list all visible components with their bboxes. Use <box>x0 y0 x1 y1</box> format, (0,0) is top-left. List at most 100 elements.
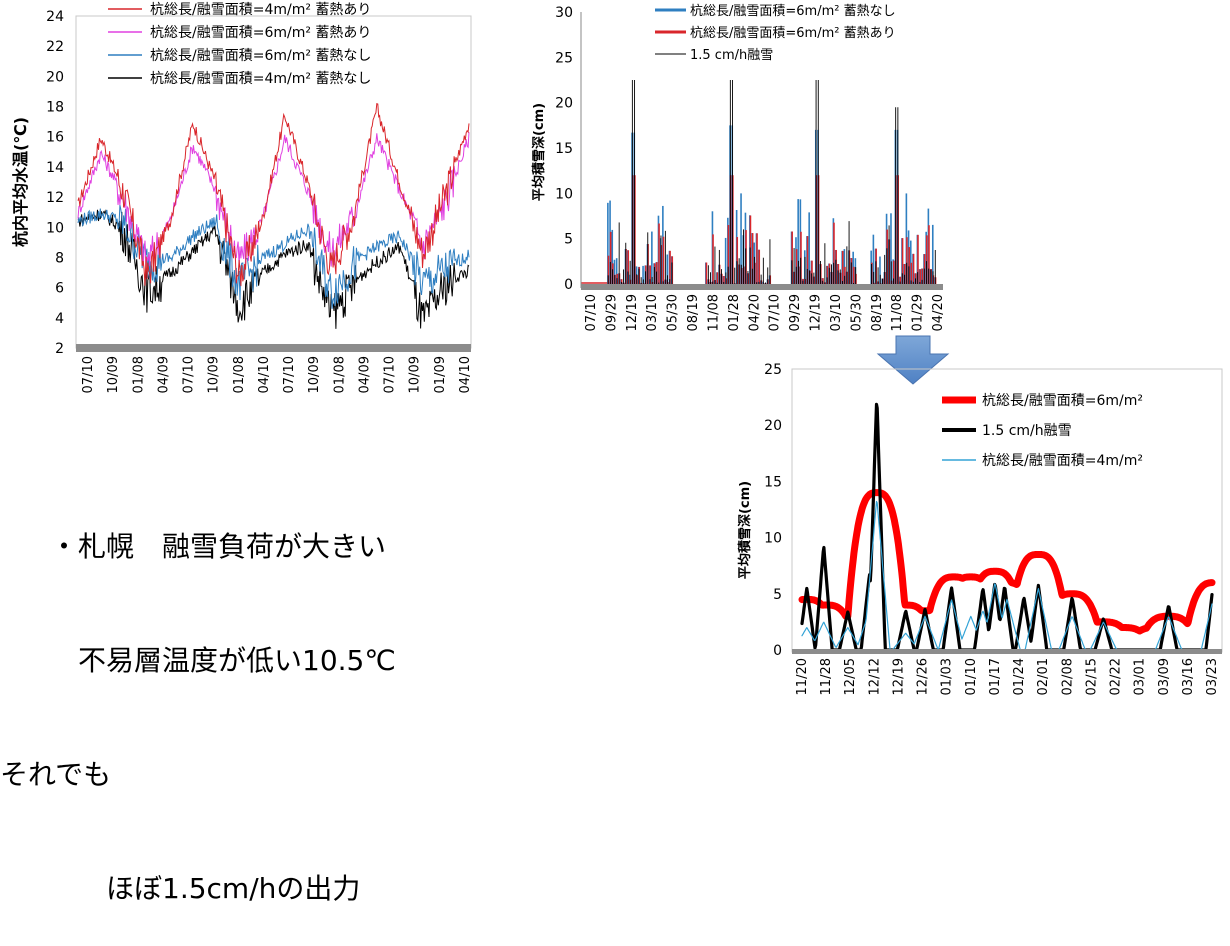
chart1-x-tick-label: 01/09 <box>433 356 448 393</box>
chart1-series-line <box>77 209 470 329</box>
chart2-legend-label: 杭総長/融雪面積=6m/m² 蓄熱なし <box>690 4 896 19</box>
chart1-x-tick-label: 10/09 <box>307 356 322 393</box>
chart2-x-tick-label: 09/29 <box>788 294 803 331</box>
chart2-x-tick-label: 12/19 <box>625 294 640 331</box>
chart1-y-tick-label: 20 <box>46 69 64 85</box>
chart1-y-tick-label: 14 <box>46 160 64 176</box>
chart1-legend-label: 杭総長/融雪面積=4m/m² 蓄熱なし <box>150 71 371 87</box>
chart3-x-tick-label: 02/15 <box>1084 658 1099 695</box>
chart3-x-tick-label: 03/01 <box>1133 658 1148 695</box>
chart1-y-tick-label: 6 <box>55 281 64 297</box>
chart3-legend-label: 杭総長/融雪面積=6m/m² <box>982 393 1143 409</box>
chart3-x-tick-label: 01/17 <box>988 658 1003 695</box>
chart2-x-tick-label: 05/30 <box>666 294 681 331</box>
chart3-plot-border <box>791 368 1223 653</box>
chart1-y-tick-label: 18 <box>46 100 64 116</box>
chart2-x-tick-label: 11/08 <box>890 294 905 331</box>
chart3-y-tick-label: 15 <box>764 474 782 490</box>
chart2-x-tick-label: 04/20 <box>931 294 946 331</box>
chart1-plot-border <box>75 15 472 349</box>
chart2-x-tick-label: 01/28 <box>727 294 742 331</box>
chart2-x-tick-label: 03/10 <box>645 294 660 331</box>
chart3-x-tick-label: 02/01 <box>1036 658 1051 695</box>
chart2-y-tick-label: 5 <box>564 232 573 248</box>
chart3-x-tick-label: 03/23 <box>1205 658 1220 695</box>
chart1-x-axis-band <box>76 344 471 352</box>
chart1-y-tick-label: 16 <box>46 130 64 146</box>
chart1-x-tick-label: 10/09 <box>106 356 121 393</box>
chart1-y-axis-label: 杭内平均水温(℃) <box>11 117 30 247</box>
chart1-x-tick-label: 04/09 <box>156 356 171 393</box>
chart3-legend-label: 1.5 cm/h融雪 <box>982 423 1072 439</box>
chart1-x-tick-label: 07/10 <box>81 356 96 393</box>
chart1-series-line <box>77 204 470 309</box>
chart1-legend-label: 杭総長/融雪面積=6m/m² 蓄熱あり <box>150 25 371 41</box>
chart3-x-tick-label: 03/16 <box>1181 658 1196 695</box>
chart3-y-tick-label: 20 <box>764 418 782 434</box>
chart3-x-axis-band <box>792 649 1222 654</box>
chart3-x-tick-label: 01/10 <box>964 658 979 695</box>
down-arrow-icon <box>876 335 950 385</box>
chart2-x-tick-label: 09/29 <box>604 294 619 331</box>
chart1-y-tick-label: 4 <box>55 311 64 327</box>
chart1-x-tick-label: 10/09 <box>207 356 222 393</box>
summary-line-2: 不易層温度が低い10.5℃ <box>50 644 396 677</box>
chart2-x-tick-label: 07/10 <box>768 294 783 331</box>
chart1-x-tick-label: 04/10 <box>458 356 473 393</box>
chart1-x-tick-label: 07/10 <box>383 356 398 393</box>
chart1-x-tick-label: 01/08 <box>332 356 347 393</box>
chart3-y-tick-label: 5 <box>773 587 782 603</box>
chart2-x-tick-label: 08/19 <box>686 294 701 331</box>
chart1-legend-label: 杭総長/融雪面積=4m/m² 蓄熱あり <box>150 2 371 18</box>
chart2-x-tick-label: 08/19 <box>870 294 885 331</box>
chart3-y-tick-label: 10 <box>764 531 782 547</box>
summary-text: ・札幌 融雪負荷が大きい 不易層温度が低い10.5℃ それでも ほぼ1.5cm/… <box>0 452 396 946</box>
chart1-series-line <box>77 103 470 287</box>
chart3-y-tick-label: 0 <box>773 643 782 659</box>
chart1-y-tick-label: 24 <box>46 9 64 25</box>
chart1-y-tick-label: 10 <box>46 220 64 236</box>
chart1-x-tick-label: 07/10 <box>282 356 297 393</box>
chart3-series-line <box>801 500 1213 651</box>
chart2-x-tick-label: 03/10 <box>829 294 844 331</box>
chart3-x-tick-label: 11/28 <box>819 658 834 695</box>
summary-line-1: ・札幌 融雪負荷が大きい <box>50 530 387 563</box>
chart1-x-tick-label: 04/10 <box>257 356 272 393</box>
chart1-x-tick-label: 01/08 <box>131 356 146 393</box>
chart3-x-tick-label: 11/20 <box>795 658 810 695</box>
chart2-y-tick-label: 20 <box>555 96 573 112</box>
chart3-x-tick-label: 01/03 <box>940 658 955 695</box>
chart2-x-tick-label: 11/08 <box>706 294 721 331</box>
chart2-y-tick-label: 25 <box>555 50 573 66</box>
chart3-x-tick-label: 12/26 <box>916 658 931 695</box>
chart3-series-line <box>798 489 1216 635</box>
chart3-x-tick-label: 02/22 <box>1109 658 1124 695</box>
chart3-x-tick-label: 12/05 <box>843 658 858 695</box>
chart3-y-axis-label: 平均積雪深(cm) <box>737 481 753 579</box>
chart1-y-tick-label: 22 <box>46 39 64 55</box>
chart2-legend-label: 杭総長/融雪面積=6m/m² 蓄熱あり <box>690 26 896 41</box>
chart2-x-tick-label: 12/19 <box>809 294 824 331</box>
chart3-series-line <box>800 402 1214 652</box>
chart2-x-tick-label: 05/30 <box>849 294 864 331</box>
chart2-legend-label: 1.5 cm/h融雪 <box>690 48 773 63</box>
chart3-x-tick-label: 12/12 <box>867 658 882 695</box>
chart2-y-axis-label: 平均積雪深(cm) <box>531 103 547 201</box>
chart1-y-tick-label: 12 <box>46 190 64 206</box>
chart1-x-tick-label: 04/09 <box>357 356 372 393</box>
chart1-y-tick-label: 2 <box>55 341 64 357</box>
chart3-legend-label: 杭総長/融雪面積=4m/m² <box>982 453 1143 469</box>
summary-line-3: それでも <box>0 758 112 791</box>
chart1-x-tick-label: 01/08 <box>232 356 247 393</box>
chart2-y-tick-label: 0 <box>564 277 573 293</box>
chart2-x-tick-label: 04/20 <box>747 294 762 331</box>
chart2-y-tick-label: 30 <box>555 5 573 21</box>
chart2-x-tick-label: 01/29 <box>911 294 926 331</box>
chart2-x-tick-label: 07/10 <box>584 294 599 331</box>
chart3-x-tick-label: 12/19 <box>891 658 906 695</box>
chart3-x-tick-label: 03/09 <box>1157 658 1172 695</box>
chart1-series-line <box>77 132 470 267</box>
chart1-legend-label: 杭総長/融雪面積=6m/m² 蓄熱なし <box>150 48 371 64</box>
chart1-x-tick-label: 10/09 <box>408 356 423 393</box>
chart2-y-tick-label: 10 <box>555 186 573 202</box>
